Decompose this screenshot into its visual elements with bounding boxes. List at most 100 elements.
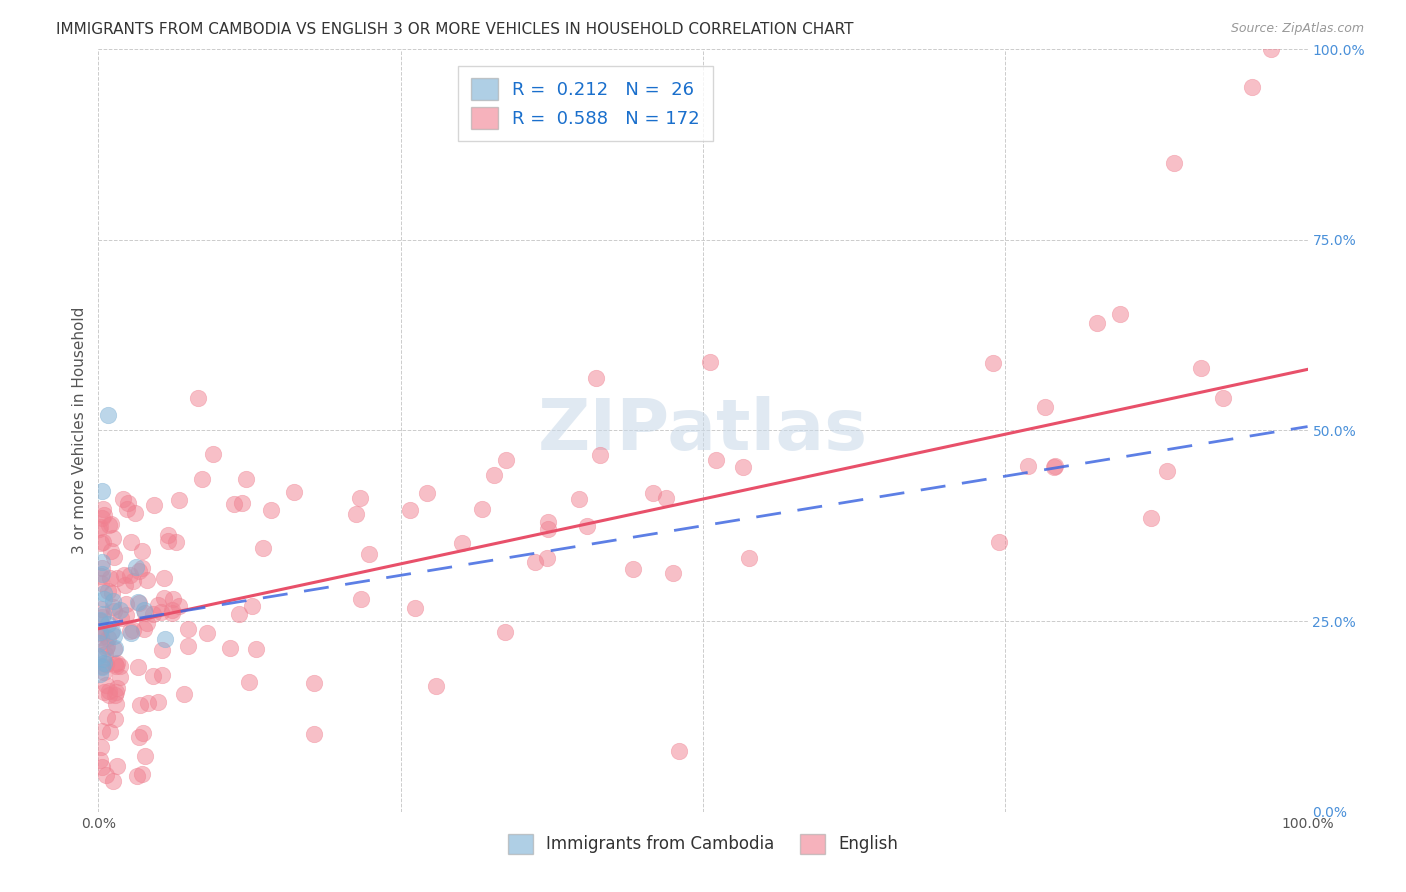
Point — [90, 536, 112, 550]
Point — [128, 596, 150, 610]
Point — [94, 768, 117, 782]
Point — [668, 744, 690, 758]
Point — [104, 712, 127, 726]
Point — [131, 767, 153, 781]
Point — [100, 516, 122, 531]
Point — [169, 492, 191, 507]
Point — [129, 698, 152, 712]
Point — [87, 522, 110, 536]
Point — [136, 615, 159, 630]
Point — [93, 656, 115, 670]
Point — [105, 697, 128, 711]
Point — [103, 594, 125, 608]
Point — [101, 586, 124, 600]
Point — [122, 574, 145, 588]
Point — [398, 503, 420, 517]
Point — [1189, 361, 1212, 376]
Point — [567, 491, 589, 506]
Point — [122, 623, 145, 637]
Point — [110, 670, 132, 684]
Text: IMMIGRANTS FROM CAMBODIA VS ENGLISH 3 OR MORE VEHICLES IN HOUSEHOLD CORRELATION : IMMIGRANTS FROM CAMBODIA VS ENGLISH 3 OR… — [56, 22, 853, 37]
Point — [98, 518, 121, 533]
Point — [589, 448, 612, 462]
Point — [191, 472, 214, 486]
Point — [93, 665, 115, 680]
Point — [89, 613, 111, 627]
Point — [127, 660, 149, 674]
Point — [344, 507, 367, 521]
Point — [91, 660, 114, 674]
Point — [90, 610, 112, 624]
Point — [153, 632, 176, 647]
Point — [357, 547, 380, 561]
Point — [101, 531, 124, 545]
Point — [91, 555, 114, 569]
Point — [142, 607, 165, 621]
Point — [131, 544, 153, 558]
Point — [153, 571, 176, 585]
Point — [1043, 460, 1066, 475]
Point — [704, 452, 727, 467]
Point — [101, 599, 124, 614]
Point — [90, 659, 112, 673]
Point — [150, 643, 173, 657]
Point — [98, 683, 121, 698]
Point — [416, 485, 439, 500]
Point — [150, 668, 173, 682]
Point — [134, 603, 156, 617]
Point — [177, 622, 200, 636]
Point — [654, 491, 676, 505]
Point — [101, 624, 124, 639]
Point — [1212, 391, 1234, 405]
Point — [89, 667, 111, 681]
Point — [1156, 465, 1178, 479]
Point — [97, 408, 120, 422]
Point — [91, 759, 114, 773]
Point — [89, 614, 111, 628]
Point — [103, 550, 125, 565]
Point — [231, 495, 253, 509]
Point — [100, 544, 122, 558]
Point — [89, 624, 111, 639]
Point — [100, 625, 122, 640]
Point — [146, 598, 169, 612]
Point — [93, 502, 115, 516]
Point — [228, 607, 250, 621]
Point — [120, 535, 142, 549]
Point — [115, 608, 138, 623]
Point — [283, 485, 305, 500]
Point — [97, 689, 120, 703]
Point — [111, 492, 134, 507]
Point — [94, 647, 117, 661]
Point — [93, 534, 115, 549]
Point — [97, 583, 120, 598]
Point — [90, 569, 112, 583]
Point — [128, 564, 150, 578]
Point — [177, 640, 200, 654]
Point — [495, 452, 517, 467]
Point — [425, 679, 447, 693]
Point — [87, 636, 110, 650]
Point — [156, 533, 179, 548]
Point — [90, 724, 112, 739]
Point — [167, 599, 190, 613]
Point — [114, 578, 136, 592]
Point — [162, 592, 184, 607]
Point — [132, 623, 155, 637]
Point — [105, 571, 128, 585]
Point — [103, 629, 125, 643]
Point — [96, 710, 118, 724]
Y-axis label: 3 or more Vehicles in Household: 3 or more Vehicles in Household — [72, 307, 87, 554]
Point — [1108, 306, 1130, 320]
Point — [451, 535, 474, 549]
Point — [89, 626, 111, 640]
Point — [195, 626, 218, 640]
Point — [91, 607, 114, 621]
Point — [252, 541, 274, 555]
Point — [165, 534, 187, 549]
Point — [699, 355, 721, 369]
Point — [94, 641, 117, 656]
Point — [245, 641, 267, 656]
Point — [128, 731, 150, 745]
Point — [104, 685, 127, 699]
